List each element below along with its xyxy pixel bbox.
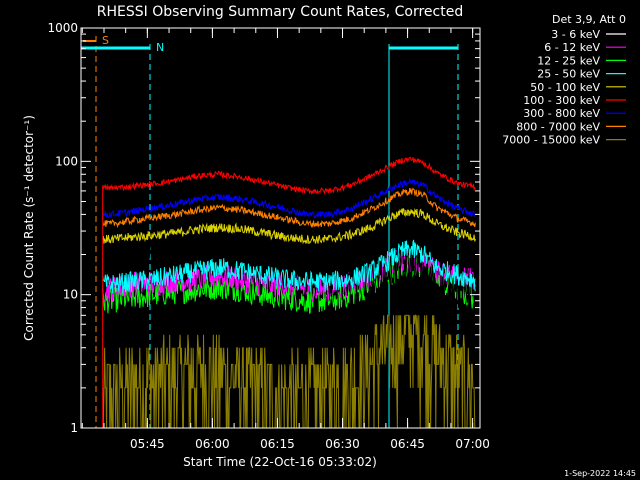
legend-label: 12 - 25 keV xyxy=(537,54,600,67)
legend-label: 100 - 300 keV xyxy=(523,94,600,107)
legend-label: 6 - 12 keV xyxy=(544,41,600,54)
plot-area: SN xyxy=(81,34,476,429)
series-line-300-800keV xyxy=(102,177,476,219)
legend-label: 300 - 800 keV xyxy=(523,107,600,120)
legend-label: 7000 - 15000 keV xyxy=(502,134,600,147)
x-axis-label: Start Time (22-Oct-16 05:33:02) xyxy=(183,455,377,469)
series-line-7000-15000keV xyxy=(102,314,476,429)
y-axis-label: Corrected Count Rate (s⁻¹ detector⁻¹) xyxy=(22,115,36,341)
legend-label: 25 - 50 keV xyxy=(537,68,600,81)
x-tick-label: 06:00 xyxy=(195,437,230,451)
x-tick-label: 07:00 xyxy=(455,437,490,451)
legend-label: 50 - 100 keV xyxy=(530,81,600,94)
legend-header: Det 3,9, Att 0 xyxy=(552,13,626,26)
x-axis: 05:45 06:00 06:15 06:30 06:45 07:00 xyxy=(81,28,490,451)
y-axis: 1 10 100 1000 xyxy=(47,21,480,435)
plot-frame xyxy=(80,27,481,429)
series-line-3-6keV xyxy=(102,221,476,309)
y-tick-label: 100 xyxy=(55,154,78,168)
x-tick-label: 05:45 xyxy=(130,437,165,451)
series-line-50-100keV xyxy=(102,207,476,245)
y-tick-label: 10 xyxy=(63,288,78,302)
x-tick-label: 06:30 xyxy=(325,437,360,451)
series-line-800-7000keV xyxy=(102,187,476,229)
series-line-100-300keV xyxy=(102,156,476,196)
night-label: N xyxy=(156,41,164,54)
saa-label: S xyxy=(102,34,109,47)
legend-label: 3 - 6 keV xyxy=(551,28,600,41)
series-line-25-50keV xyxy=(102,239,476,294)
chart-title: RHESSI Observing Summary Count Rates, Co… xyxy=(97,4,463,20)
y-tick-label: 1000 xyxy=(47,21,78,35)
legend-label: 800 - 7000 keV xyxy=(516,120,600,133)
date-stamp: 1-Sep-2022 14:45 xyxy=(564,469,636,478)
y-tick-label: 1 xyxy=(70,421,78,435)
x-tick-label: 06:45 xyxy=(390,437,425,451)
x-tick-label: 06:15 xyxy=(260,437,295,451)
